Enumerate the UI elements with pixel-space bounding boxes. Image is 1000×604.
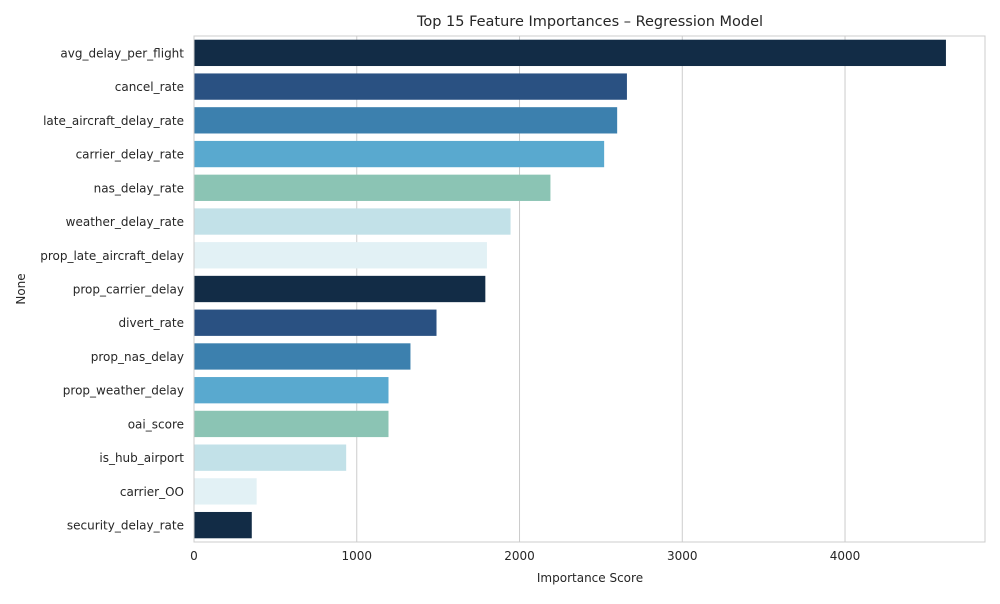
y-tick-label: prop_nas_delay [91, 350, 184, 364]
bar-divert-rate [194, 309, 437, 336]
y-tick-label: prop_carrier_delay [73, 283, 184, 297]
x-tick-label: 0 [190, 549, 198, 563]
bar-cancel-rate [194, 73, 627, 100]
y-tick-labels: avg_delay_per_flight cancel_rate late_airc… [40, 46, 184, 532]
bar-is-hub-airport [194, 444, 347, 471]
y-tick-label: carrier_delay_rate [76, 148, 184, 162]
bar-carrier-oo [194, 478, 257, 505]
bar-nas-delay-rate [194, 174, 551, 201]
bar-late-aircraft-delay-rate [194, 107, 618, 134]
y-tick-label: oai_score [128, 417, 184, 431]
bar-prop-nas-delay [194, 343, 411, 370]
bar-weather-delay-rate [194, 208, 511, 235]
chart-title: Top 15 Feature Importances – Regression … [416, 14, 763, 30]
bar-prop-late-aircraft-delay [194, 242, 487, 269]
bar-carrier-delay-rate [194, 140, 605, 168]
bar-security-delay-rate [194, 511, 252, 539]
bar-prop-weather-delay [194, 377, 389, 404]
x-tick-label: 1000 [341, 549, 372, 563]
x-tick-label: 4000 [830, 549, 861, 563]
y-tick-label: prop_weather_delay [63, 384, 184, 398]
y-tick-label: carrier_OO [120, 485, 184, 499]
y-tick-label: is_hub_airport [99, 451, 184, 465]
y-tick-label: weather_delay_rate [66, 215, 184, 229]
y-tick-label: avg_delay_per_flight [60, 46, 184, 60]
y-tick-label: late_aircraft_delay_rate [43, 114, 184, 128]
plot-frame [193, 35, 986, 543]
x-tick-label: 2000 [504, 549, 535, 563]
y-tick-label: nas_delay_rate [94, 181, 184, 195]
y-axis-title: None [14, 273, 28, 304]
bars [194, 39, 946, 539]
y-tick-label: prop_late_aircraft_delay [40, 249, 184, 263]
bar-avg-delay-per-flight [194, 39, 946, 67]
y-tick-label: divert_rate [119, 316, 184, 330]
x-axis-title: Importance Score [537, 571, 643, 585]
bar-oai-score [194, 410, 389, 438]
x-tick-label: 3000 [667, 549, 698, 563]
x-tick-labels: 0 1000 2000 3000 4000 [190, 549, 860, 563]
y-tick-label: security_delay_rate [67, 519, 184, 533]
y-tick-label: cancel_rate [115, 80, 184, 94]
bar-prop-carrier-delay [194, 275, 486, 303]
